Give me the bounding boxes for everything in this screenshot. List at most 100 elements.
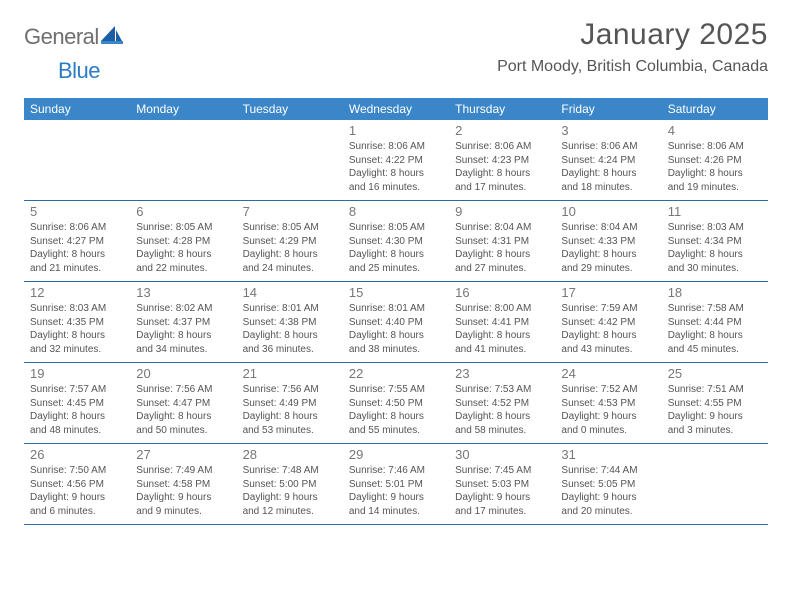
sunrise-line: Sunrise: 7:49 AM (136, 464, 230, 478)
sunset-line: Sunset: 4:41 PM (455, 316, 549, 330)
daylight-line: Daylight: 8 hours (349, 167, 443, 181)
day-number: 29 (349, 447, 443, 462)
day-cell: 22Sunrise: 7:55 AMSunset: 4:50 PMDayligh… (343, 363, 449, 443)
sunrise-line: Sunrise: 8:01 AM (349, 302, 443, 316)
dow-friday: Friday (555, 98, 661, 120)
sunrise-line: Sunrise: 8:00 AM (455, 302, 549, 316)
sunset-line: Sunset: 4:42 PM (561, 316, 655, 330)
day-cell: 31 Sunrise: 7:44 AMSunset: 5:05 PMDayligh… (555, 444, 661, 524)
day-number: 30 (455, 447, 549, 462)
location: Port Moody, British Columbia, Canada (497, 58, 768, 76)
daylight-line: Daylight: 8 hours (455, 410, 549, 424)
daylight-line: and 27 minutes. (455, 262, 549, 276)
month-title: January 2025 (497, 18, 768, 52)
daylight-line: and 20 minutes. (561, 505, 655, 519)
daylight-line: and 0 minutes. (561, 424, 655, 438)
dow-wednesday: Wednesday (343, 98, 449, 120)
daylight-line: Daylight: 9 hours (349, 491, 443, 505)
day-cell: 21Sunrise: 7:56 AMSunset: 4:49 PMDayligh… (237, 363, 343, 443)
day-cell: 4Sunrise: 8:06 AMSunset: 4:26 PMDaylight… (662, 120, 768, 200)
sunset-line: Sunset: 5:00 PM (243, 478, 337, 492)
day-cell: 16Sunrise: 8:00 AMSunset: 4:41 PMDayligh… (449, 282, 555, 362)
sunrise-line: Sunrise: 8:05 AM (243, 221, 337, 235)
day-number: 26 (30, 447, 124, 462)
sunrise-line: Sunrise: 7:50 AM (30, 464, 124, 478)
day-cell: 18Sunrise: 7:58 AMSunset: 4:44 PMDayligh… (662, 282, 768, 362)
daylight-line: Daylight: 8 hours (136, 248, 230, 262)
day-cell: 29Sunrise: 7:46 AMSunset: 5:01 PMDayligh… (343, 444, 449, 524)
day-number: 4 (668, 123, 762, 138)
week-row: 1Sunrise: 8:06 AMSunset: 4:22 PMDaylight… (24, 120, 768, 201)
sunrise-line: Sunrise: 8:06 AM (668, 140, 762, 154)
day-number: 9 (455, 204, 549, 219)
daylight-line: and 36 minutes. (243, 343, 337, 357)
day-number: 23 (455, 366, 549, 381)
sunrise-line: Sunrise: 8:06 AM (561, 140, 655, 154)
daylight-line: and 29 minutes. (561, 262, 655, 276)
day-number: 18 (668, 285, 762, 300)
day-number: 22 (349, 366, 443, 381)
sunset-line: Sunset: 4:58 PM (136, 478, 230, 492)
daylight-line: Daylight: 8 hours (136, 329, 230, 343)
sunrise-line: Sunrise: 7:53 AM (455, 383, 549, 397)
sunrise-line: Sunrise: 7:48 AM (243, 464, 337, 478)
daylight-line: Daylight: 8 hours (455, 329, 549, 343)
daylight-line: and 58 minutes. (455, 424, 549, 438)
sunset-line: Sunset: 5:05 PM (561, 478, 655, 492)
daylight-line: and 17 minutes. (455, 505, 549, 519)
dow-monday: Monday (130, 98, 236, 120)
sunset-line: Sunset: 4:35 PM (30, 316, 124, 330)
day-cell: 1Sunrise: 8:06 AMSunset: 4:22 PMDaylight… (343, 120, 449, 200)
day-cell: 2Sunrise: 8:06 AMSunset: 4:23 PMDaylight… (449, 120, 555, 200)
logo-sail-icon (101, 26, 123, 49)
sunset-line: Sunset: 4:45 PM (30, 397, 124, 411)
sunset-line: Sunset: 4:37 PM (136, 316, 230, 330)
day-cell: 3Sunrise: 8:06 AMSunset: 4:24 PMDaylight… (555, 120, 661, 200)
sunset-line: Sunset: 4:44 PM (668, 316, 762, 330)
sunset-line: Sunset: 4:31 PM (455, 235, 549, 249)
day-cell: 24Sunrise: 7:52 AMSunset: 4:53 PMDayligh… (555, 363, 661, 443)
title-block: January 2025 Port Moody, British Columbi… (497, 18, 768, 76)
day-number: 19 (30, 366, 124, 381)
day-cell (130, 120, 236, 200)
weeks-container: 1Sunrise: 8:06 AMSunset: 4:22 PMDaylight… (24, 120, 768, 525)
day-cell (662, 444, 768, 524)
sunrise-line: Sunrise: 7:44 AM (561, 464, 655, 478)
sunrise-line: Sunrise: 8:03 AM (30, 302, 124, 316)
day-number: 21 (243, 366, 337, 381)
day-number: 24 (561, 366, 655, 381)
day-cell: 20Sunrise: 7:56 AMSunset: 4:47 PMDayligh… (130, 363, 236, 443)
day-number: 7 (243, 204, 337, 219)
sunset-line: Sunset: 4:50 PM (349, 397, 443, 411)
daylight-line: Daylight: 9 hours (668, 410, 762, 424)
sunset-line: Sunset: 4:33 PM (561, 235, 655, 249)
daylight-line: and 32 minutes. (30, 343, 124, 357)
day-number: 12 (30, 285, 124, 300)
daylight-line: Daylight: 8 hours (455, 167, 549, 181)
day-number: 8 (349, 204, 443, 219)
sunrise-line: Sunrise: 8:04 AM (455, 221, 549, 235)
sunset-line: Sunset: 4:56 PM (30, 478, 124, 492)
day-number: 14 (243, 285, 337, 300)
daylight-line: and 9 minutes. (136, 505, 230, 519)
day-number: 13 (136, 285, 230, 300)
sunrise-line: Sunrise: 8:02 AM (136, 302, 230, 316)
day-cell: 15Sunrise: 8:01 AMSunset: 4:40 PMDayligh… (343, 282, 449, 362)
sunset-line: Sunset: 4:22 PM (349, 154, 443, 168)
calendar: Sunday Monday Tuesday Wednesday Thursday… (24, 98, 768, 525)
day-cell: 25Sunrise: 7:51 AMSunset: 4:55 PMDayligh… (662, 363, 768, 443)
daylight-line: and 30 minutes. (668, 262, 762, 276)
daylight-line: and 48 minutes. (30, 424, 124, 438)
daylight-line: Daylight: 8 hours (349, 329, 443, 343)
daylight-line: and 43 minutes. (561, 343, 655, 357)
daylight-line: and 45 minutes. (668, 343, 762, 357)
daylight-line: Daylight: 9 hours (561, 491, 655, 505)
sunrise-line: Sunrise: 8:06 AM (455, 140, 549, 154)
day-number: 25 (668, 366, 762, 381)
daylight-line: and 21 minutes. (30, 262, 124, 276)
daylight-line: and 6 minutes. (30, 505, 124, 519)
day-number: 31 (561, 447, 655, 462)
day-number: 10 (561, 204, 655, 219)
day-cell (24, 120, 130, 200)
daylight-line: and 34 minutes. (136, 343, 230, 357)
